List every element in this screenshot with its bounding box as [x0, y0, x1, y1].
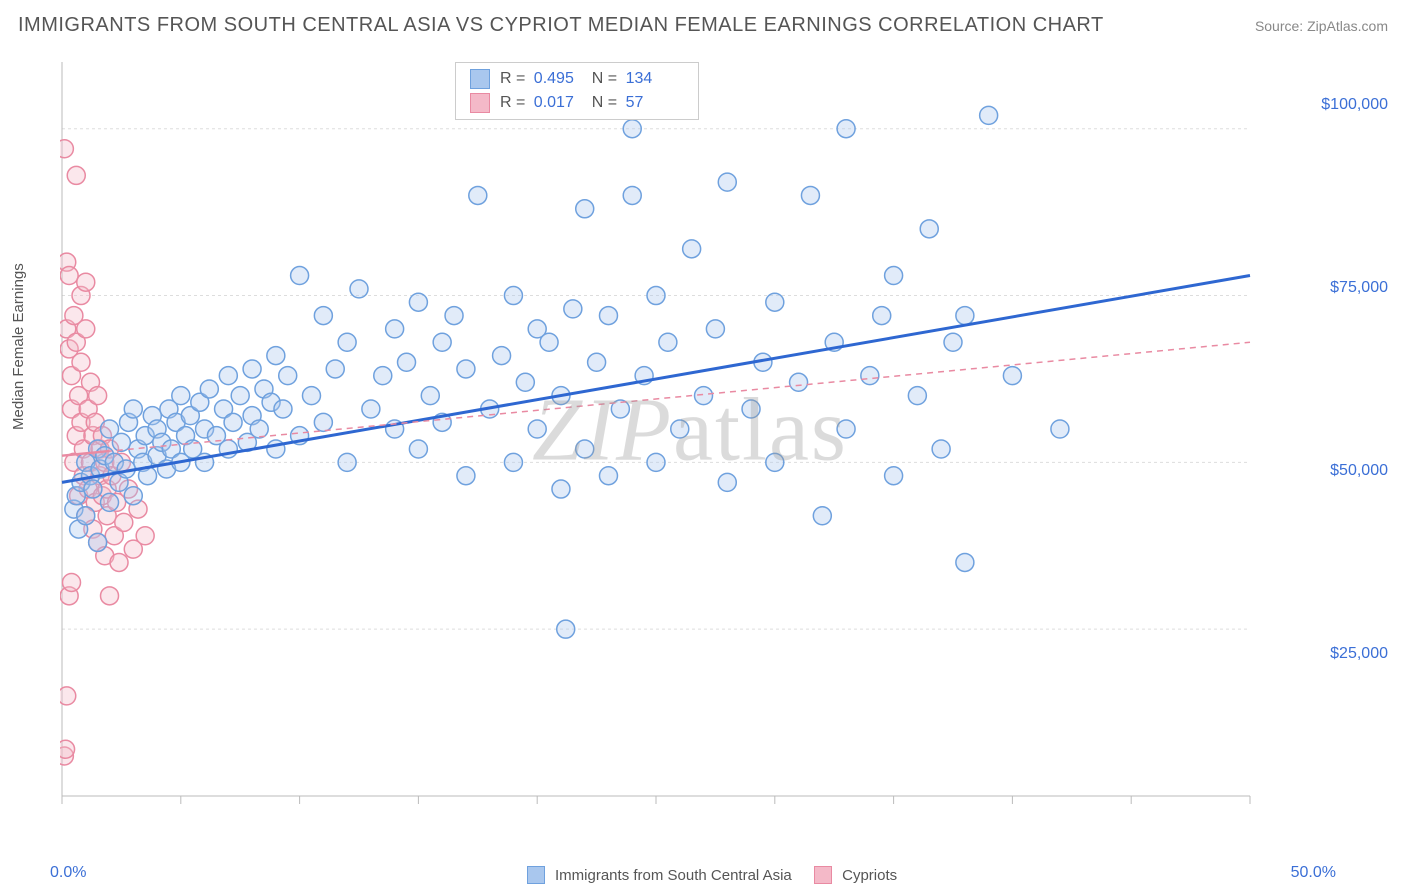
- swatch-series-2: [470, 93, 490, 113]
- stats-row-series-1: R = 0.495 N = 134: [456, 67, 698, 91]
- stats-row-series-2: R = 0.017 N = 57: [456, 91, 698, 115]
- y-tick-25k: $25,000: [1330, 645, 1388, 663]
- chart-svg: [60, 60, 1320, 830]
- legend-label-1: Immigrants from South Central Asia: [555, 867, 792, 884]
- n-value-1: 134: [626, 70, 674, 88]
- correlation-stats-box: R = 0.495 N = 134 R = 0.017 N = 57: [455, 62, 699, 120]
- legend-swatch-2: [814, 866, 832, 884]
- legend: Immigrants from South Central Asia Cypri…: [0, 866, 1406, 884]
- scatter-plot: ZIPatlas: [60, 60, 1320, 830]
- source-attribution: Source: ZipAtlas.com: [1255, 18, 1388, 34]
- swatch-series-1: [470, 69, 490, 89]
- y-tick-50k: $50,000: [1330, 462, 1388, 480]
- r-value-1: 0.495: [534, 70, 582, 88]
- n-value-2: 57: [626, 94, 674, 112]
- legend-swatch-1: [527, 866, 545, 884]
- y-tick-100k: $100,000: [1321, 96, 1388, 114]
- y-axis-label: Median Female Earnings: [10, 263, 27, 430]
- r-value-2: 0.017: [534, 94, 582, 112]
- legend-label-2: Cypriots: [842, 867, 897, 884]
- y-tick-75k: $75,000: [1330, 279, 1388, 297]
- chart-title: IMMIGRANTS FROM SOUTH CENTRAL ASIA VS CY…: [18, 14, 1104, 37]
